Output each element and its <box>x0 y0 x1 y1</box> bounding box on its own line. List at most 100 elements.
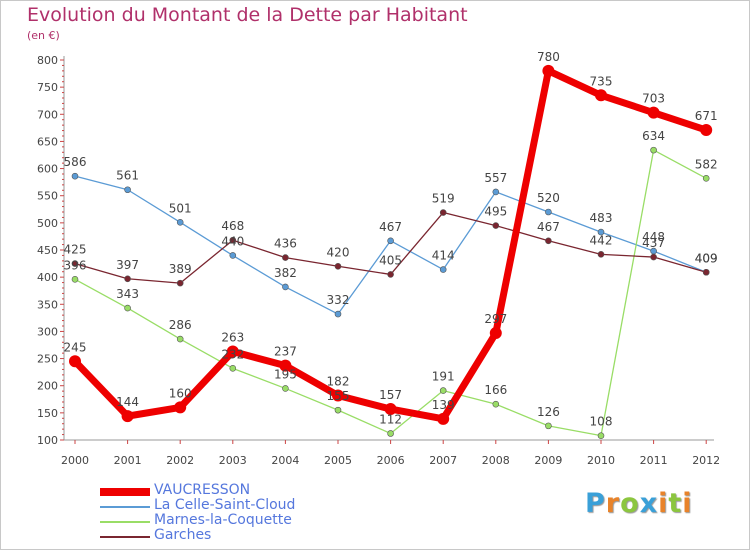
data-label-vaucresson: 780 <box>537 50 560 64</box>
data-label-marnes-la-coquette: 108 <box>590 415 613 429</box>
data-point-la-celle-saint-cloud <box>124 186 131 194</box>
logo-letter: i <box>682 488 693 519</box>
data-label-la-celle-saint-cloud: 332 <box>327 293 350 307</box>
data-point-marnes-la-coquette <box>282 385 289 392</box>
logo-letter: x <box>639 488 659 519</box>
data-label-vaucresson: 237 <box>274 345 297 359</box>
data-point-marnes-la-coquette <box>176 335 184 343</box>
data-point-vaucresson <box>384 403 397 416</box>
data-label-marnes-la-coquette: 126 <box>537 405 560 419</box>
data-point-garches <box>702 268 710 276</box>
data-label-la-celle-saint-cloud: 557 <box>484 171 507 185</box>
logo-letter: r <box>605 488 621 519</box>
data-label-marnes-la-coquette: 286 <box>169 318 192 332</box>
data-point-marnes-la-coquette <box>334 406 342 414</box>
data-point-garches <box>124 275 131 283</box>
legend-swatch <box>100 521 150 523</box>
data-point-marnes-la-coquette <box>650 146 657 154</box>
data-label-garches: 409 <box>695 251 718 265</box>
y-tick-label: 500 <box>37 217 58 230</box>
data-point-garches <box>176 279 184 287</box>
x-tick-label: 2011 <box>640 454 668 467</box>
data-point-garches <box>545 237 552 245</box>
data-point-vaucresson <box>69 355 81 368</box>
proxiti-logo: Proxiti <box>585 488 693 519</box>
data-point-marnes-la-coquette <box>229 365 237 372</box>
data-point-marnes-la-coquette <box>702 175 710 182</box>
data-label-garches: 397 <box>116 258 139 272</box>
data-point-vaucresson <box>332 389 344 402</box>
data-label-vaucresson: 139 <box>432 398 455 412</box>
legend-swatch <box>100 506 150 508</box>
data-point-garches <box>439 209 447 216</box>
data-label-vaucresson: 245 <box>64 340 87 354</box>
data-label-garches: 389 <box>169 262 192 276</box>
legend-swatch <box>100 536 150 538</box>
y-tick-label: 700 <box>37 108 58 121</box>
data-point-vaucresson <box>595 89 607 102</box>
data-point-marnes-la-coquette <box>545 422 552 430</box>
data-point-garches <box>229 236 237 244</box>
data-label-la-celle-saint-cloud: 520 <box>537 191 560 205</box>
data-label-vaucresson: 703 <box>642 92 665 106</box>
data-point-marnes-la-coquette <box>492 400 500 408</box>
logo-letter: t <box>668 488 683 519</box>
y-tick-label: 300 <box>37 325 58 338</box>
data-label-vaucresson: 157 <box>379 388 402 402</box>
data-point-la-celle-saint-cloud <box>545 208 552 216</box>
logo-letter: o <box>620 488 640 519</box>
legend-label: La Celle-Saint-Cloud <box>154 497 296 513</box>
legend-label: Marnes-la-Coquette <box>154 512 292 528</box>
data-point-marnes-la-coquette <box>124 304 131 312</box>
data-label-garches: 495 <box>484 205 507 219</box>
data-label-la-celle-saint-cloud: 448 <box>642 230 665 244</box>
data-label-garches: 436 <box>274 237 297 251</box>
data-point-vaucresson <box>174 401 187 414</box>
y-tick-label: 550 <box>37 190 58 203</box>
data-label-marnes-la-coquette: 166 <box>484 383 507 397</box>
y-tick-label: 150 <box>37 407 58 420</box>
data-label-marnes-la-coquette: 634 <box>642 129 665 143</box>
data-label-vaucresson: 144 <box>116 395 139 409</box>
data-label-la-celle-saint-cloud: 382 <box>274 266 297 280</box>
x-tick-label: 2010 <box>587 454 615 467</box>
x-tick-label: 2002 <box>166 454 194 467</box>
data-label-marnes-la-coquette: 396 <box>64 258 87 272</box>
data-label-marnes-la-coquette: 112 <box>379 412 402 426</box>
data-point-la-celle-saint-cloud <box>492 188 500 196</box>
y-tick-label: 350 <box>37 298 58 311</box>
legend-label: VAUCRESSON <box>154 482 251 498</box>
legend-label: Garches <box>154 527 212 543</box>
x-tick-label: 2003 <box>219 454 247 467</box>
y-tick-label: 250 <box>37 353 58 366</box>
data-label-marnes-la-coquette: 155 <box>327 389 350 403</box>
data-point-garches <box>334 262 342 270</box>
data-point-la-celle-saint-cloud <box>282 283 289 291</box>
y-tick-label: 200 <box>37 380 58 393</box>
data-point-garches <box>492 222 500 229</box>
data-point-la-celle-saint-cloud <box>176 219 184 226</box>
x-tick-label: 2006 <box>377 454 405 467</box>
data-point-marnes-la-coquette <box>597 432 605 439</box>
y-tick-label: 750 <box>37 81 58 94</box>
data-point-garches <box>597 251 605 258</box>
data-label-vaucresson: 297 <box>484 312 507 326</box>
data-point-garches <box>71 260 79 267</box>
legend-swatch <box>100 488 150 496</box>
data-label-vaucresson: 735 <box>590 74 613 88</box>
y-tick-label: 650 <box>37 135 58 148</box>
data-point-garches <box>282 254 289 261</box>
data-label-garches: 425 <box>64 243 87 257</box>
data-label-garches: 519 <box>432 192 455 206</box>
data-label-vaucresson: 182 <box>327 374 350 388</box>
data-label-garches: 405 <box>379 253 402 267</box>
data-label-garches: 437 <box>642 236 665 250</box>
data-point-marnes-la-coquette <box>71 276 79 283</box>
data-label-vaucresson: 263 <box>221 331 244 345</box>
data-label-marnes-la-coquette: 232 <box>221 347 244 361</box>
data-label-garches: 468 <box>221 219 244 233</box>
data-label-vaucresson: 160 <box>169 386 192 400</box>
data-point-vaucresson <box>226 345 239 358</box>
